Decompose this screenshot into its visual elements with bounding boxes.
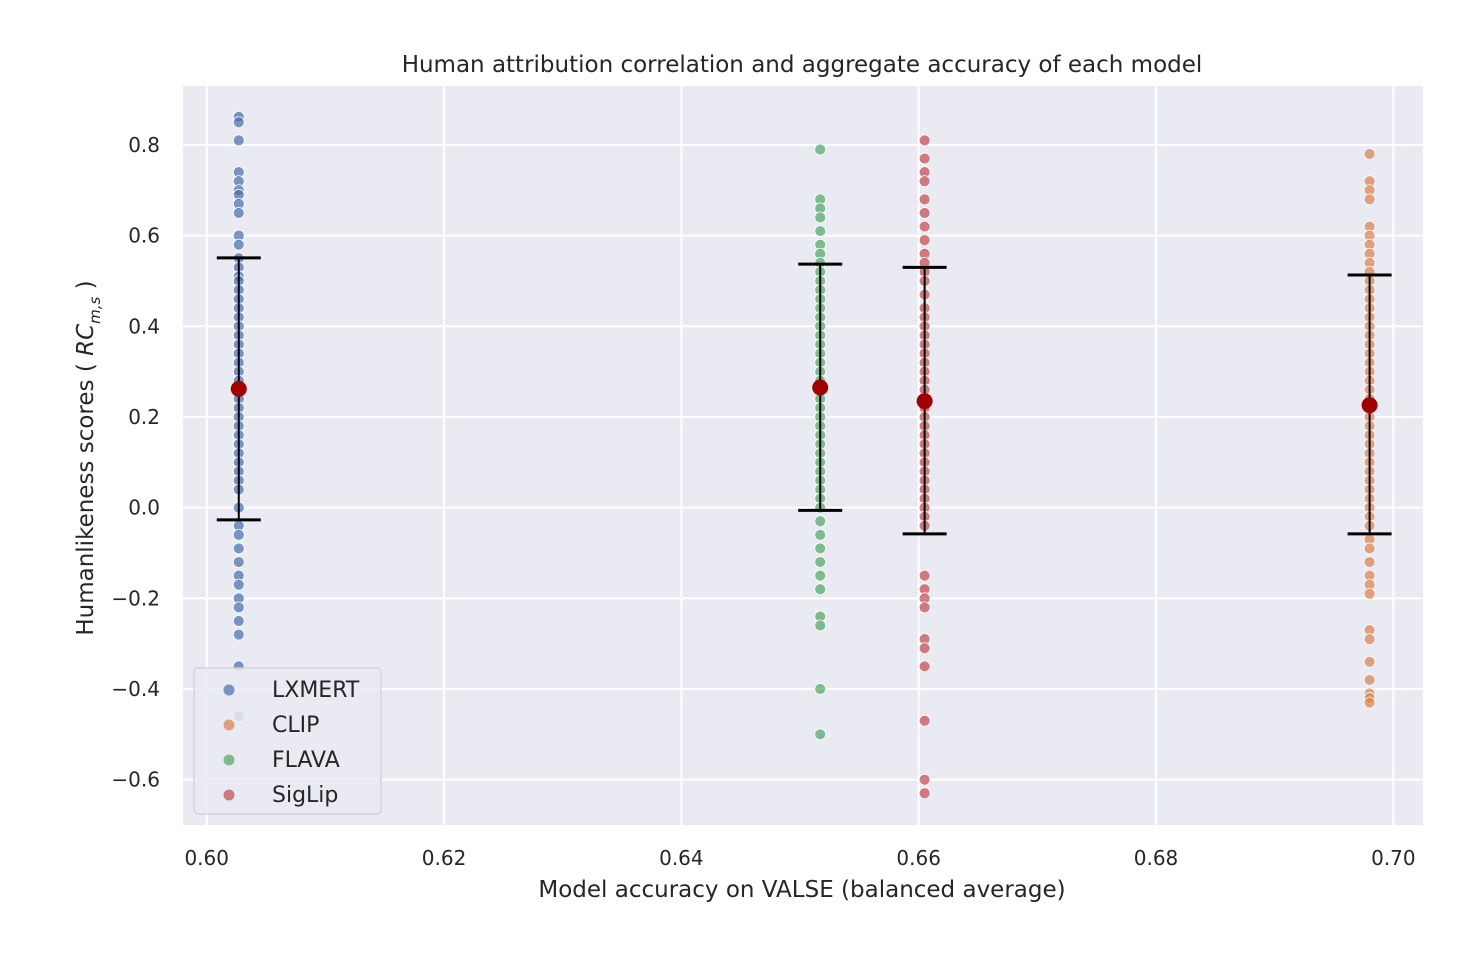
- x-axis-label: Model accuracy on VALSE (balanced averag…: [538, 877, 1065, 903]
- data-point: [232, 615, 245, 627]
- plot-area: [183, 86, 1423, 825]
- data-point: [814, 542, 827, 555]
- x-tick-label: 0.68: [1134, 846, 1179, 870]
- data-point: [232, 556, 245, 568]
- data-point: [918, 134, 931, 147]
- y-tick-label: −0.4: [111, 677, 160, 701]
- x-tick-label: 0.60: [184, 846, 229, 870]
- data-point: [1363, 655, 1376, 668]
- data-point: [814, 143, 827, 156]
- data-point: [918, 152, 931, 165]
- mean-marker: [916, 393, 933, 410]
- data-point: [232, 628, 245, 641]
- y-tick-label: 0.4: [128, 314, 160, 338]
- legend-label: CLIP: [272, 713, 319, 738]
- x-tick-label: 0.62: [422, 846, 467, 870]
- legend-marker: [223, 754, 235, 766]
- data-point: [232, 116, 245, 129]
- data-point: [918, 787, 931, 800]
- data-point: [814, 528, 827, 541]
- y-axis-label-main: Humanlikeness scores (: [73, 356, 99, 636]
- data-point: [918, 193, 931, 206]
- y-tick-label: −0.2: [111, 586, 160, 610]
- data-point: [232, 134, 245, 147]
- y-tick-label: 0.2: [128, 405, 160, 429]
- data-point: [814, 569, 827, 582]
- y-tick-label: 0.0: [128, 496, 160, 520]
- y-tick-label: −0.6: [111, 768, 160, 792]
- data-point: [1363, 556, 1376, 568]
- legend-label: LXMERT: [272, 678, 360, 703]
- data-point: [814, 728, 827, 741]
- data-point: [918, 220, 931, 233]
- legend-marker: [223, 719, 235, 731]
- data-point: [918, 660, 931, 673]
- data-point: [1363, 148, 1376, 160]
- data-point: [232, 542, 245, 555]
- legend-marker: [223, 684, 235, 696]
- mean-marker: [812, 379, 829, 396]
- mean-marker: [1361, 397, 1378, 414]
- y-tick-label: 0.6: [128, 224, 160, 248]
- y-axis-label-math: RC: [73, 324, 99, 356]
- data-point: [918, 642, 931, 655]
- data-point: [814, 556, 827, 568]
- data-point: [1363, 193, 1376, 206]
- data-point: [918, 569, 931, 582]
- legend: LXMERT CLIP FLAVA SigLip: [193, 667, 382, 815]
- x-tick-label: 0.64: [659, 846, 704, 870]
- data-point: [1363, 674, 1376, 686]
- data-point: [1363, 587, 1376, 600]
- data-point: [232, 578, 245, 591]
- data-point: [1363, 542, 1376, 555]
- data-point: [1363, 696, 1376, 709]
- data-point: [232, 238, 245, 251]
- data-point: [918, 234, 931, 247]
- data-point: [918, 175, 931, 188]
- data-point: [814, 515, 827, 528]
- mean-marker: [230, 380, 247, 397]
- data-point: [232, 207, 245, 219]
- data-point: [232, 601, 245, 614]
- legend-label: FLAVA: [272, 748, 340, 773]
- legend-box: [193, 667, 382, 815]
- y-axis-label-close: ): [73, 280, 99, 296]
- y-axis-label: Humanlikeness scores ( RCm,s ): [73, 280, 104, 635]
- data-point: [814, 225, 827, 237]
- legend-marker: [223, 789, 235, 801]
- x-tick-label: 0.70: [1371, 846, 1416, 870]
- x-tick-label: 0.66: [896, 846, 941, 870]
- chart-title: Human attribution correlation and aggreg…: [402, 52, 1203, 78]
- data-point: [918, 601, 931, 614]
- data-point: [918, 207, 931, 219]
- data-point: [1363, 633, 1376, 646]
- data-point: [918, 714, 931, 727]
- data-point: [814, 583, 827, 596]
- y-axis-label-sub: m,s: [86, 296, 104, 323]
- data-point: [814, 211, 827, 224]
- data-point: [918, 773, 931, 786]
- data-point: [814, 619, 827, 632]
- y-tick-label: 0.8: [128, 133, 160, 157]
- data-point: [814, 683, 827, 695]
- legend-label: SigLip: [272, 783, 338, 808]
- data-point: [232, 528, 245, 541]
